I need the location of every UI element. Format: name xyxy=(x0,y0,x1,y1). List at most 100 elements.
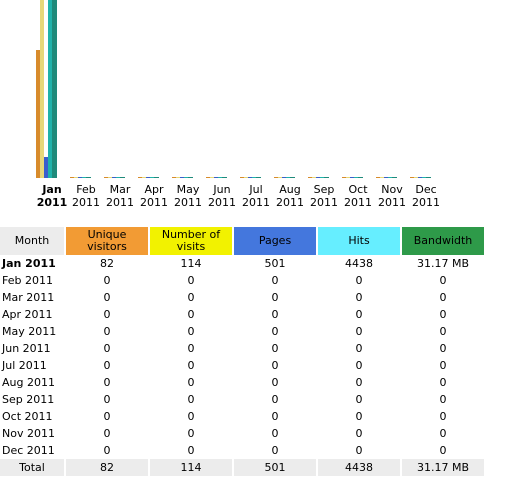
x-tick-label: Jul 2011 xyxy=(236,183,276,209)
table-row: Oct 2011 0 0 0 0 0 xyxy=(0,408,484,425)
cell-visits: 0 xyxy=(187,274,195,287)
x-tick-year: 2011 xyxy=(276,196,304,209)
cell-visits: 0 xyxy=(187,444,195,457)
bar-number-of-visits xyxy=(414,177,418,178)
x-tick-year: 2011 xyxy=(174,196,202,209)
cell-visits: 0 xyxy=(187,376,195,389)
x-tick-label: Dec 2011 xyxy=(406,183,446,209)
cell-visits: 0 xyxy=(187,359,195,372)
cell-pages: 0 xyxy=(271,427,279,440)
cell-pages: 0 xyxy=(271,325,279,338)
bar-hits xyxy=(150,177,155,178)
cell-month: Feb 2011 xyxy=(2,274,53,287)
bar-pages xyxy=(78,177,82,178)
cell-unique: 0 xyxy=(103,291,111,304)
bar-number-of-visits xyxy=(142,177,146,178)
table-total-row: Total 82 114 501 4438 31.17 MB xyxy=(0,459,484,476)
bar-pages xyxy=(112,177,116,178)
x-tick-month: Sep xyxy=(313,183,335,196)
cell-hits: 0 xyxy=(355,359,363,372)
cell-bandwidth: 0 xyxy=(439,325,447,338)
bar-unique-visitors xyxy=(274,177,278,178)
bar-bandwidth xyxy=(52,0,57,178)
cell-pages: 0 xyxy=(271,342,279,355)
bar-number-of-visits xyxy=(108,177,112,178)
header-month: Month xyxy=(0,227,64,255)
cell-unique: 0 xyxy=(103,308,111,321)
cell-month: Dec 2011 xyxy=(2,444,55,457)
bar-hits xyxy=(82,177,87,178)
cell-bandwidth: 0 xyxy=(439,376,447,389)
bar-number-of-visits xyxy=(40,0,44,178)
bar-hits xyxy=(252,177,257,178)
bar-unique-visitors xyxy=(206,177,210,178)
bar-pages xyxy=(316,177,320,178)
table-row: Jul 2011 0 0 0 0 0 xyxy=(0,357,484,374)
table-row: Apr 2011 0 0 0 0 0 xyxy=(0,306,484,323)
table-row: Sep 2011 0 0 0 0 0 xyxy=(0,391,484,408)
table-row: May 2011 0 0 0 0 0 xyxy=(0,323,484,340)
x-tick-year: 2011 xyxy=(106,196,134,209)
bar-unique-visitors xyxy=(240,177,244,178)
cell-bandwidth: 0 xyxy=(439,410,447,423)
x-tick-label: Aug 2011 xyxy=(270,183,310,209)
cell-visits: 0 xyxy=(187,427,195,440)
bar-unique-visitors xyxy=(104,177,108,178)
bar-number-of-visits xyxy=(312,177,316,178)
cell-hits: 0 xyxy=(355,376,363,389)
bar-number-of-visits xyxy=(244,177,248,178)
bar-unique-visitors xyxy=(138,177,142,178)
total-bandwidth: 31.17 MB xyxy=(402,459,484,476)
x-tick-month: Dec xyxy=(415,183,437,196)
bar-hits xyxy=(218,177,223,178)
bar-bandwidth xyxy=(188,177,193,178)
cell-unique: 0 xyxy=(103,325,111,338)
total-month: Total xyxy=(0,459,64,476)
bar-number-of-visits xyxy=(346,177,350,178)
cell-visits: 0 xyxy=(187,410,195,423)
x-tick-month: Jan xyxy=(42,183,62,196)
table-row: Feb 2011 0 0 0 0 0 xyxy=(0,272,484,289)
bar-number-of-visits xyxy=(74,177,78,178)
bar-pages xyxy=(248,177,252,178)
bar-hits xyxy=(320,177,325,178)
table-row: Aug 2011 0 0 0 0 0 xyxy=(0,374,484,391)
cell-visits: 0 xyxy=(187,342,195,355)
cell-month: May 2011 xyxy=(2,325,57,338)
cell-hits: 0 xyxy=(355,444,363,457)
x-tick-label: Feb 2011 xyxy=(66,183,106,209)
cell-hits: 0 xyxy=(355,308,363,321)
cell-bandwidth: 0 xyxy=(439,274,447,287)
bar-bandwidth xyxy=(256,177,261,178)
cell-unique: 0 xyxy=(103,393,111,406)
bar-bandwidth xyxy=(426,177,431,178)
x-tick-year: 2011 xyxy=(140,196,168,209)
header-bandwidth: Bandwidth xyxy=(402,227,484,255)
bar-pages xyxy=(350,177,354,178)
x-tick-label: Jan 2011 xyxy=(32,183,72,209)
cell-hits: 4438 xyxy=(345,257,373,270)
bar-bandwidth xyxy=(154,177,159,178)
cell-unique: 0 xyxy=(103,427,111,440)
total-hits: 4438 xyxy=(318,459,400,476)
cell-unique: 0 xyxy=(103,376,111,389)
cell-month: Jun 2011 xyxy=(2,342,51,355)
cell-hits: 0 xyxy=(355,427,363,440)
bar-pages xyxy=(214,177,218,178)
cell-pages: 0 xyxy=(271,274,279,287)
bar-number-of-visits xyxy=(210,177,214,178)
cell-month: Nov 2011 xyxy=(2,427,55,440)
bar-unique-visitors xyxy=(308,177,312,178)
x-tick-month: Jun xyxy=(213,183,231,196)
cell-hits: 0 xyxy=(355,410,363,423)
cell-pages: 0 xyxy=(271,393,279,406)
header-unique-visitors: Unique visitors xyxy=(66,227,148,255)
bar-unique-visitors xyxy=(376,177,380,178)
cell-unique: 0 xyxy=(103,342,111,355)
cell-bandwidth: 0 xyxy=(439,291,447,304)
cell-bandwidth: 0 xyxy=(439,393,447,406)
bar-bandwidth xyxy=(324,177,329,178)
bar-unique-visitors xyxy=(342,177,346,178)
x-tick-year: 2011 xyxy=(208,196,236,209)
monthly-stats-table: Month Unique visitors Number of visits P… xyxy=(0,227,486,476)
